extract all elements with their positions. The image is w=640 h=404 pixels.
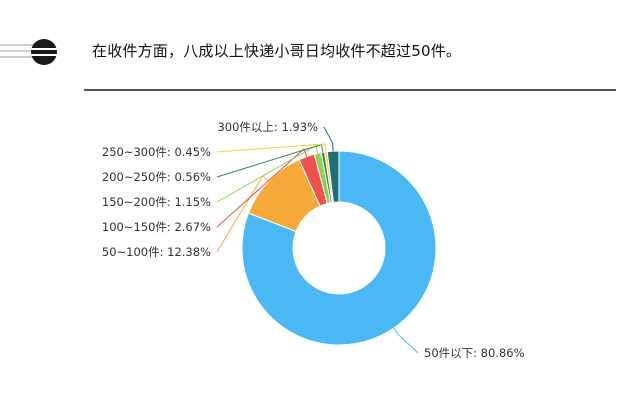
leader-line-3 xyxy=(216,148,308,228)
slice-label-4: 150~200件: 1.15% xyxy=(102,195,211,209)
header-line-bottom xyxy=(0,56,40,58)
bullet-bar-bottom xyxy=(26,54,62,56)
header-line-middle xyxy=(0,50,40,52)
slice-label-1: 50件以下: 80.86% xyxy=(424,346,525,360)
page-title: 在收件方面，八成以上快递小哥日均收件不超过50件。 xyxy=(92,42,462,60)
slice-label-2: 50~100件: 12.38% xyxy=(102,245,211,259)
slice-labels: 50件以下: 80.86% 50~100件: 12.38% 100~150件: 2.… xyxy=(102,120,525,360)
donut-slices xyxy=(241,150,437,346)
slice-label-3: 100~150件: 2.67% xyxy=(102,220,211,234)
bullet-bar-top xyxy=(26,48,62,50)
slice-label-7: 300件以上: 1.93% xyxy=(217,120,318,134)
header-line-top xyxy=(0,44,40,46)
donut-slice-7 xyxy=(326,150,340,203)
leader-line-4 xyxy=(216,144,319,203)
slice-label-5: 200~250件: 0.56% xyxy=(102,170,211,184)
slice-label-6: 250~300件: 0.45% xyxy=(102,145,211,159)
donut-slice-1 xyxy=(241,150,437,346)
header-divider xyxy=(84,89,616,91)
leader-lines xyxy=(216,126,419,354)
leader-line-6 xyxy=(216,143,327,153)
circle-bullet-icon xyxy=(31,39,57,65)
leader-line-7 xyxy=(323,126,334,152)
leader-line-1 xyxy=(393,327,419,354)
